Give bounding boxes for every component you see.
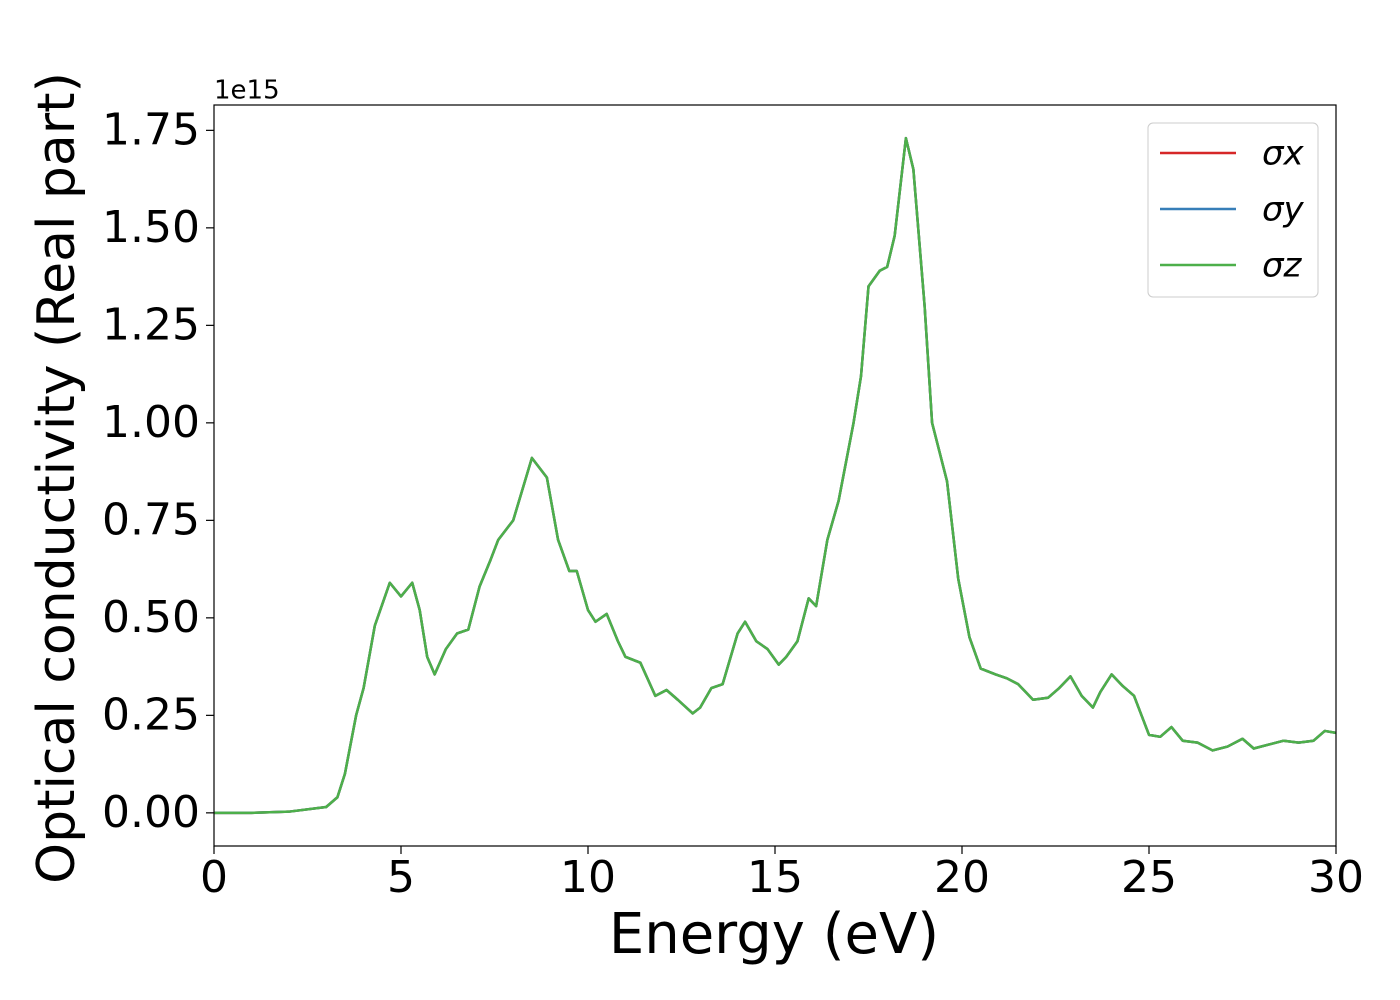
y-tick-label: 1.00 xyxy=(102,397,200,448)
y-axis-label: Optical conductivity (Real part) xyxy=(27,72,87,884)
y-tick-label: 1.25 xyxy=(102,299,200,350)
x-axis-label: Energy (eV) xyxy=(609,902,939,967)
x-tick-label: 25 xyxy=(1121,852,1177,903)
legend-label: σz xyxy=(1262,246,1303,286)
y-tick-label: 0.50 xyxy=(102,592,200,643)
x-tick-label: 10 xyxy=(560,852,616,903)
y-tick-label: 0.75 xyxy=(102,494,200,545)
x-tick-label: 0 xyxy=(200,852,228,903)
y-tick-label: 0.00 xyxy=(102,787,200,838)
x-tick-label: 5 xyxy=(387,852,415,903)
legend-label: σx xyxy=(1262,134,1305,174)
x-tick-label: 20 xyxy=(934,852,990,903)
offset-text: 1e15 xyxy=(214,76,280,106)
series-line xyxy=(214,136,1337,815)
x-tick-label: 15 xyxy=(747,852,803,903)
y-tick-label: 0.25 xyxy=(102,689,200,740)
x-tick-label: 30 xyxy=(1308,852,1364,903)
y-tick-label: 1.75 xyxy=(102,104,200,155)
legend-label: σy xyxy=(1262,190,1305,230)
plot-frame xyxy=(213,104,1337,847)
y-tick-label: 1.50 xyxy=(102,202,200,253)
